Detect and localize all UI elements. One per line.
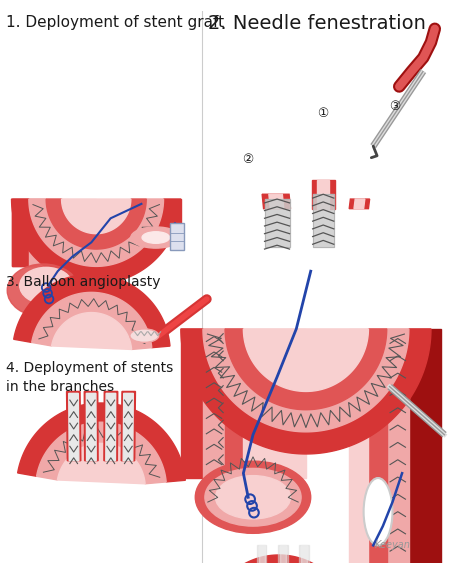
Polygon shape [262,194,291,209]
Polygon shape [181,329,431,454]
Polygon shape [69,394,79,461]
Polygon shape [208,555,351,573]
Text: 3. Balloon angioplasty: 3. Balloon angioplasty [6,274,160,289]
Polygon shape [225,329,387,410]
Polygon shape [104,391,118,461]
Polygon shape [11,199,181,284]
Polygon shape [106,394,116,461]
Text: ②: ② [242,154,254,167]
Polygon shape [243,329,306,478]
Polygon shape [69,281,75,329]
Polygon shape [299,545,309,573]
Polygon shape [29,199,46,266]
Polygon shape [86,394,96,461]
Ellipse shape [364,478,392,545]
Ellipse shape [142,231,170,244]
Polygon shape [280,545,286,573]
Polygon shape [29,199,164,266]
Ellipse shape [195,461,311,533]
Ellipse shape [131,227,181,248]
Polygon shape [46,199,146,249]
Polygon shape [264,199,290,247]
Polygon shape [123,394,133,461]
Polygon shape [121,391,136,461]
Polygon shape [318,180,329,209]
Polygon shape [52,312,132,350]
Text: Keeyan: Keeyan [375,540,411,550]
Text: ①: ① [318,107,328,120]
Polygon shape [164,199,181,238]
Polygon shape [32,292,152,350]
Polygon shape [111,281,118,329]
Polygon shape [301,545,307,573]
Polygon shape [409,329,440,563]
Bar [170,223,184,250]
Polygon shape [313,194,334,247]
Text: ③: ③ [389,100,400,112]
Polygon shape [46,199,62,266]
Polygon shape [312,180,335,209]
Polygon shape [11,199,45,266]
Text: 1. Deployment of stent graft: 1. Deployment of stent graft [6,15,224,30]
Polygon shape [203,329,409,432]
Polygon shape [349,329,368,563]
Ellipse shape [20,268,73,304]
Polygon shape [14,274,170,348]
Ellipse shape [7,264,79,317]
Text: 2. Needle fenestration: 2. Needle fenestration [208,14,426,33]
Polygon shape [89,281,98,329]
Polygon shape [354,199,365,209]
Polygon shape [225,329,243,478]
Ellipse shape [130,329,159,343]
Polygon shape [224,571,335,573]
Polygon shape [387,329,409,563]
Polygon shape [91,281,96,329]
Polygon shape [62,199,96,266]
Polygon shape [11,199,29,266]
Polygon shape [259,545,264,573]
Polygon shape [18,403,185,482]
Ellipse shape [216,476,291,519]
Polygon shape [203,329,225,478]
Polygon shape [67,281,77,329]
Polygon shape [181,329,203,478]
Polygon shape [368,329,387,563]
Polygon shape [278,545,288,573]
Polygon shape [57,444,145,484]
Polygon shape [84,391,98,461]
Polygon shape [269,194,284,209]
Polygon shape [243,329,368,391]
Text: 4. Deployment of stents
in the branches: 4. Deployment of stents in the branches [6,361,173,394]
Polygon shape [62,199,131,234]
Polygon shape [109,281,119,329]
Ellipse shape [205,468,301,526]
Polygon shape [36,422,166,484]
Polygon shape [66,391,81,461]
Polygon shape [257,545,266,573]
Polygon shape [146,199,164,238]
Polygon shape [349,199,370,209]
Polygon shape [131,199,146,238]
